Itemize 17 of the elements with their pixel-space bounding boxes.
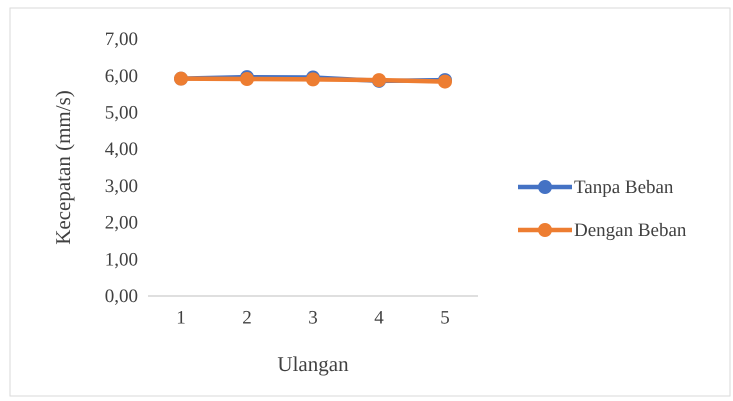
y-tick-label: 7,00 xyxy=(104,29,138,50)
x-tick-label: 2 xyxy=(242,307,252,328)
legend-label: Dengan Beban xyxy=(574,220,687,241)
y-tick-label: 0,00 xyxy=(104,286,138,308)
y-tick-label: 2,00 xyxy=(104,212,138,234)
y-tick-label: 1,00 xyxy=(104,249,138,270)
y-tick-label: 4,00 xyxy=(104,139,138,160)
x-tick-label: 5 xyxy=(440,307,450,328)
y-tick-label: 3,00 xyxy=(104,176,138,197)
y-tick-label: 5,00 xyxy=(104,102,138,124)
legend-label: Tanpa Beban xyxy=(574,177,674,198)
x-tick-label: 1 xyxy=(176,307,186,328)
x-tick-label: 3 xyxy=(308,307,318,328)
y-axis-title: Kecepatan (mm/s) xyxy=(51,90,75,245)
y-tick-label: 6,00 xyxy=(104,66,138,87)
x-axis-title: Ulangan xyxy=(277,352,350,376)
x-tick-label: 4 xyxy=(374,307,384,328)
